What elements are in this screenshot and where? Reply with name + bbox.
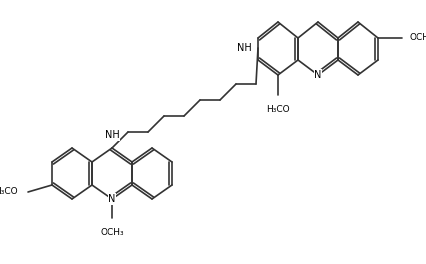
Text: N: N	[314, 70, 321, 80]
Text: OCH₃: OCH₃	[100, 228, 124, 237]
Text: NH: NH	[104, 130, 119, 140]
Text: N: N	[108, 194, 115, 204]
Text: H₃CO: H₃CO	[265, 105, 289, 114]
Text: H₃CO: H₃CO	[0, 187, 18, 196]
Text: NH: NH	[237, 43, 251, 53]
Text: OCH₃: OCH₃	[409, 34, 426, 43]
